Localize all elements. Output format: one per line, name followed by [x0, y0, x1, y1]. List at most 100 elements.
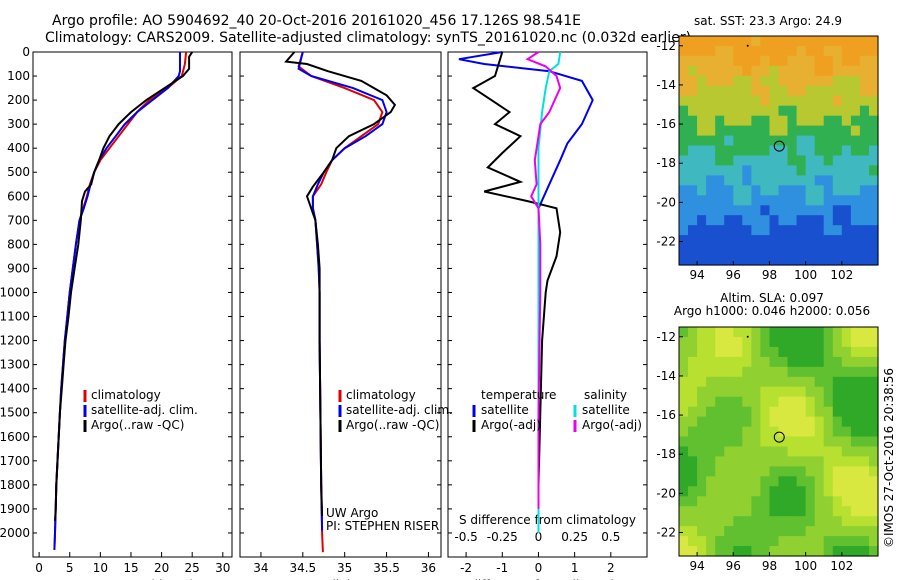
sla-map-cell — [814, 337, 825, 348]
sst-map-cell — [823, 135, 834, 147]
sst-map-cell — [805, 115, 816, 127]
sst-map-ytick-label: -18 — [656, 156, 676, 170]
sla-map-cell — [679, 476, 689, 487]
sst-map-cell — [859, 85, 870, 97]
sst-map-cell — [796, 125, 807, 137]
sst-map-cell — [832, 36, 843, 47]
sla-map-cell — [679, 356, 689, 368]
sst-map-cell — [787, 115, 798, 127]
sla-map-cell — [706, 496, 716, 507]
sla-map-cell — [841, 486, 852, 497]
sla-map-cell — [832, 426, 843, 438]
sst-map-cell — [787, 185, 798, 196]
sst-map-cell — [706, 125, 716, 137]
sla-map-cell — [769, 546, 780, 557]
sst-map-cell — [823, 185, 834, 196]
sst-map-cell — [706, 245, 716, 256]
salinity-profile-annotation: UW Argo — [326, 506, 378, 520]
sst-map-cell — [724, 46, 734, 57]
sst-map-ytick-label: -20 — [656, 195, 676, 209]
sst-map-cell — [715, 95, 725, 107]
sla-map-cell — [760, 346, 770, 358]
sla-map-cell — [869, 396, 879, 408]
sst-map-cell — [850, 85, 861, 97]
sla-map-cell — [688, 506, 698, 517]
sst-map-cell — [832, 85, 843, 97]
sst-map-cell — [805, 175, 816, 186]
sla-map-cell — [850, 526, 861, 537]
sst-map-cell — [841, 85, 852, 97]
sst-map-cell — [869, 255, 879, 266]
sla-map-cell — [733, 426, 743, 438]
sla-map-cell — [778, 426, 789, 438]
sla-map-cell — [832, 486, 843, 497]
sst-map-cell — [724, 195, 734, 206]
sla-map-cell — [823, 426, 834, 438]
sst-map-cell — [823, 36, 834, 47]
sst-map-cell — [869, 65, 879, 77]
depth-tick-label: 1600 — [0, 430, 30, 444]
sst-map-cell — [778, 46, 789, 57]
sst-map-cell — [688, 75, 698, 87]
sla-map-cell — [778, 416, 789, 428]
sst-map-cell — [841, 205, 852, 216]
sla-map-cell — [715, 346, 725, 358]
sla-map-cell — [679, 536, 689, 547]
sla-map-cell — [769, 536, 780, 547]
sla-map-cell — [733, 376, 743, 388]
sla-map-cell — [832, 516, 843, 527]
sst-map-cell — [751, 105, 761, 117]
sst-map-cell — [859, 125, 870, 137]
sla-map-cell — [679, 416, 689, 428]
sst-map-cell — [715, 225, 725, 236]
sst-map-cell — [715, 105, 725, 117]
sst-map-cell — [869, 125, 879, 137]
difference-profile-legend-label: Argo(-adj) — [582, 418, 642, 432]
sla-map-ytick-label: -12 — [656, 330, 676, 344]
sla-map-cell — [733, 327, 743, 338]
depth-tick-label: 1300 — [0, 358, 30, 372]
sst-map-cell — [850, 185, 861, 196]
sst-map-cell — [733, 255, 743, 266]
sst-map-cell — [778, 85, 789, 97]
sla-map-cell — [823, 496, 834, 507]
sst-map-cell — [760, 145, 770, 157]
sst-map-cell — [850, 46, 861, 57]
sst-map-cell — [832, 165, 843, 176]
sla-map-cell — [769, 526, 780, 537]
temperature-profile-xtick-label: 25 — [185, 561, 200, 575]
sla-map-cell — [778, 476, 789, 487]
depth-tick-label: 0 — [22, 45, 30, 59]
sla-map-cell — [859, 436, 870, 448]
sla-map-cell — [778, 366, 789, 378]
sla-map-cell — [796, 406, 807, 418]
sla-map-cell — [769, 337, 780, 348]
sla-map-cell — [832, 536, 843, 547]
sst-map-cell — [823, 215, 834, 226]
sla-map-cell — [751, 327, 761, 338]
sla-map-cell — [688, 396, 698, 408]
sla-map-cell — [742, 536, 752, 547]
temperature-profile-legend-label: climatology — [91, 388, 161, 402]
sst-map-cell — [733, 75, 743, 87]
sla-map-cell — [751, 466, 761, 477]
sst-map-cell — [769, 135, 780, 147]
sst-map-cell — [859, 95, 870, 107]
sst-map-title: sat. SST: 23.3 Argo: 24.9 — [694, 14, 842, 28]
sst-map-cell — [778, 75, 789, 87]
sla-map-cell — [859, 446, 870, 458]
sla-map-cell — [742, 526, 752, 537]
sst-map-cell — [769, 255, 780, 266]
sla-map-cell — [697, 356, 707, 368]
sst-map-cell — [796, 46, 807, 57]
sla-map-cell — [751, 396, 761, 408]
sst-map-cell — [715, 205, 725, 216]
sla-map-cell — [742, 356, 752, 368]
sla-map-cell — [859, 376, 870, 388]
sst-map-cell — [724, 165, 734, 176]
sla-map-cell — [706, 446, 716, 458]
sla-map-cell — [841, 436, 852, 448]
sst-map-cell — [814, 115, 825, 127]
sla-map-cell — [724, 436, 734, 448]
sst-map-cell — [751, 135, 761, 147]
